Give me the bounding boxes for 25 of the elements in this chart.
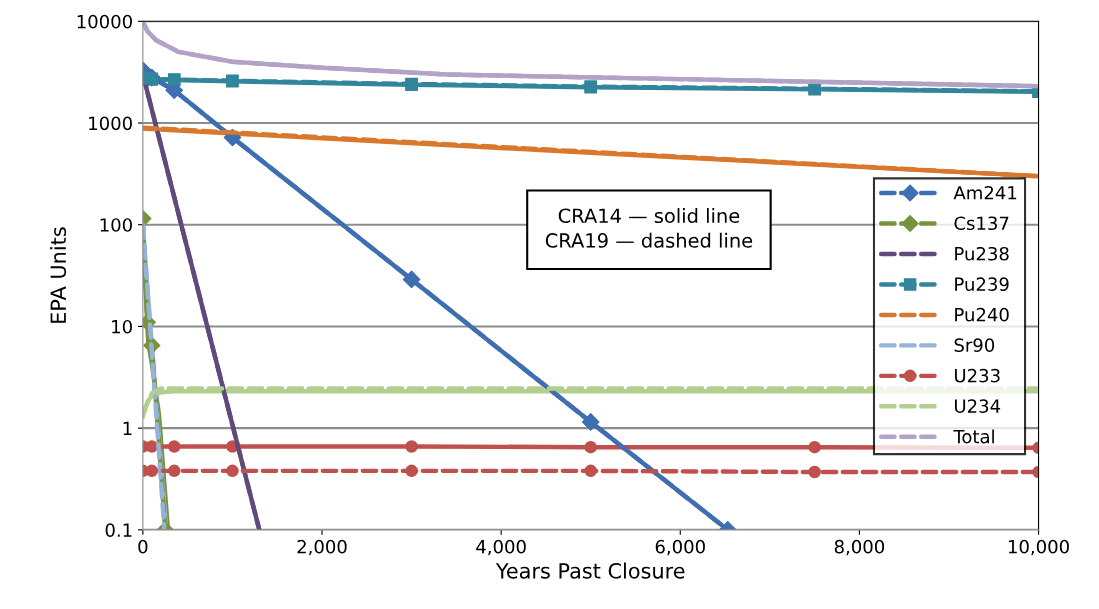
- annotation: CRA19 — dashed line: [545, 232, 753, 248]
- legend-label: Total: [953, 429, 994, 444]
- legend-label: Sr90: [954, 338, 995, 352]
- x-tick-label: 4,000: [476, 539, 526, 556]
- x-tick-label: 0: [138, 539, 148, 554]
- y-tick-label: 10: [112, 319, 132, 334]
- legend-label: U233: [954, 368, 1000, 383]
- y-tick-label: 1000: [89, 116, 132, 131]
- x-tick-label: 2,000: [297, 539, 347, 556]
- x-axis-title: Years Past Closure: [495, 562, 685, 579]
- x-tick-label: 6,000: [655, 539, 705, 556]
- legend-label: Am241: [953, 185, 1017, 200]
- y-tick-label: 100: [100, 218, 132, 232]
- y-tick-label: 0.1: [105, 523, 132, 537]
- legend-label: Pu240: [955, 307, 1009, 322]
- legend-label: U234: [954, 399, 1001, 413]
- x-tick-label: 10,000: [1008, 539, 1069, 556]
- legend-label: Cs137: [954, 216, 1009, 231]
- annotation: CRA14 — solid line: [558, 208, 740, 224]
- legend-label: Pu238: [955, 246, 1009, 261]
- y-axis-title: EPA Units: [49, 227, 67, 323]
- y-tick-label: 1: [123, 421, 132, 435]
- legend-label: Pu239: [955, 277, 1009, 292]
- y-tick-label: 10000: [77, 14, 132, 29]
- x-tick-label: 8,000: [834, 539, 885, 556]
